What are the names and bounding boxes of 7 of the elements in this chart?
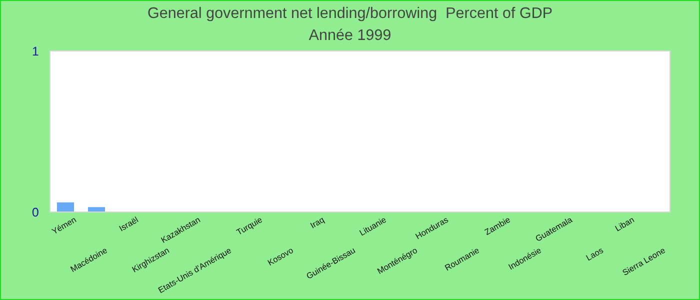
x-tick-label: Liban	[614, 216, 634, 232]
y-tick-label: 1	[32, 46, 38, 56]
chart-subtitle: Année 1999	[308, 28, 390, 40]
x-tick-label: Laos	[586, 247, 604, 261]
x-tick-label: Iraq	[310, 216, 326, 230]
y-tick-label: 0	[32, 208, 38, 217]
chart-title: General government net lending/borrowing Percent of GDP	[148, 6, 552, 22]
